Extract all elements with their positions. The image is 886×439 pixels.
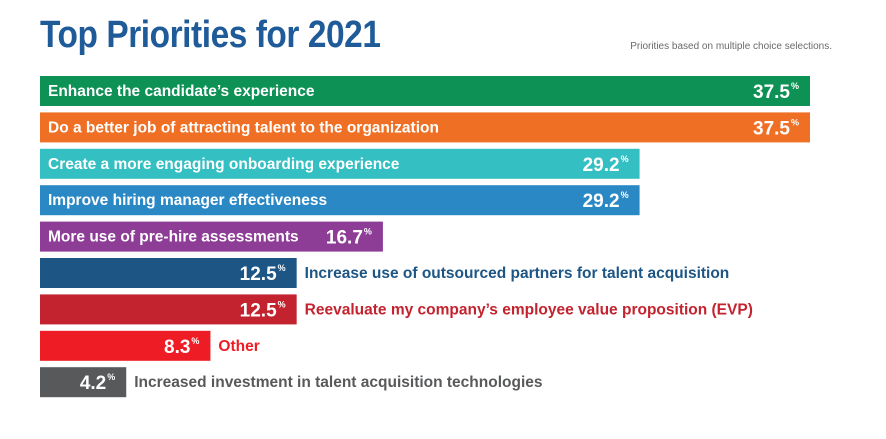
percent-symbol: % [621, 190, 629, 200]
percent-symbol: % [364, 227, 372, 237]
bar-value-label: 8.3 [164, 337, 190, 358]
bar [40, 258, 297, 288]
bar [40, 148, 640, 179]
percent-symbol: % [278, 299, 286, 309]
percent-symbol: % [621, 154, 629, 164]
category-label: Improve hiring manager effectiveness [48, 192, 327, 209]
bar [40, 221, 383, 252]
bar-value-label: 29.2 [583, 191, 620, 212]
bar-value-label: 37.5 [753, 82, 790, 103]
bar-value-label: 12.5 [240, 264, 277, 285]
category-label: More use of pre-hire assessments [48, 229, 299, 246]
bar [40, 76, 810, 106]
category-label: Enhance the candidate’s experience [48, 83, 315, 100]
bar-value-label: 12.5 [240, 300, 277, 321]
category-label: Increased investment in talent acquisiti… [134, 374, 542, 391]
bar-value-label: 4.2 [80, 373, 106, 394]
bar [40, 367, 127, 398]
percent-symbol: % [278, 263, 286, 273]
category-label: Create a more engaging onboarding experi… [48, 156, 400, 173]
chart-subtitle: Priorities based on multiple choice sele… [630, 41, 832, 52]
bar-value-label: 37.5 [753, 118, 790, 139]
bar-value-label: 16.7 [326, 228, 363, 249]
percent-symbol: % [791, 117, 799, 127]
percent-symbol: % [791, 81, 799, 91]
percent-symbol: % [191, 336, 199, 346]
bar-value-label: 29.2 [583, 155, 620, 176]
bar [40, 330, 211, 361]
bar [40, 112, 810, 143]
bar [40, 185, 640, 216]
category-label: Increase use of outsourced partners for … [305, 265, 730, 282]
bar [40, 294, 297, 325]
category-label: Reevaluate my company’s employee value p… [305, 301, 753, 318]
category-label: Other [218, 338, 259, 355]
percent-symbol: % [107, 372, 115, 382]
chart-title: Top Priorities for 2021 [40, 14, 381, 56]
category-label: Do a better job of attracting talent to … [48, 119, 439, 136]
